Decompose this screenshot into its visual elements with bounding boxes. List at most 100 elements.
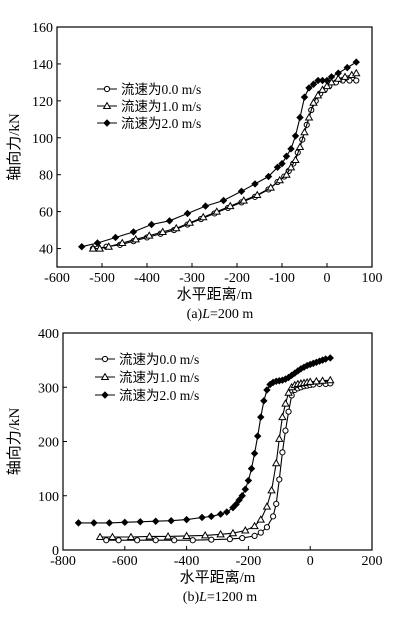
- data-point: [226, 536, 233, 543]
- x-tick-label: -400: [174, 554, 200, 569]
- data-point: [250, 449, 259, 458]
- legend-item: 流速为1.0 m/s: [97, 99, 201, 114]
- data-point: [326, 354, 334, 362]
- data-point: [90, 519, 98, 527]
- y-tick-label: 80: [39, 169, 53, 184]
- data-point: [182, 531, 191, 539]
- data-point: [300, 127, 309, 136]
- legend-label: 流速为0.0 m/s: [121, 82, 201, 97]
- data-point: [151, 517, 160, 525]
- series-triangle: [88, 68, 361, 252]
- legend-item: 流速为2.0 m/s: [97, 116, 201, 131]
- x-tick-label: 0: [307, 554, 314, 569]
- data-point: [262, 502, 272, 510]
- data-point: [103, 537, 110, 544]
- data-point: [323, 76, 331, 85]
- data-point: [267, 485, 276, 494]
- data-point: [282, 427, 289, 434]
- data-point: [93, 239, 102, 247]
- data-point: [263, 524, 271, 531]
- data-point: [275, 434, 284, 442]
- plot-frame: [56, 26, 373, 268]
- data-point: [185, 218, 195, 226]
- data-point: [74, 519, 83, 527]
- data-point: [313, 90, 323, 99]
- legend-marker: [103, 119, 111, 127]
- x-tick-label: -600: [112, 554, 138, 569]
- data-point: [241, 485, 250, 493]
- data-point: [282, 152, 291, 160]
- data-point: [163, 532, 173, 540]
- data-point: [111, 233, 120, 242]
- legend-marker: [102, 101, 112, 110]
- data-point: [264, 172, 273, 181]
- data-point: [287, 145, 295, 153]
- data-point: [251, 180, 259, 188]
- y-tick-label: 0: [52, 544, 59, 559]
- legend-marker: [101, 391, 109, 399]
- data-point: [353, 77, 360, 84]
- data-point: [252, 190, 262, 199]
- data-point: [312, 376, 321, 385]
- data-point: [145, 532, 154, 540]
- data-point: [235, 496, 243, 504]
- data-point: [327, 77, 336, 86]
- data-point: [253, 432, 262, 440]
- data-point: [263, 386, 271, 394]
- data-point: [147, 220, 156, 229]
- y-tick-label: 60: [39, 206, 53, 221]
- data-point: [183, 209, 192, 218]
- data-point: [278, 412, 287, 421]
- data-point: [238, 492, 246, 500]
- series-line: [100, 379, 331, 538]
- data-point: [260, 397, 268, 405]
- data-point: [291, 155, 300, 163]
- data-point: [165, 217, 174, 225]
- data-point: [216, 510, 225, 518]
- data-point: [232, 500, 240, 509]
- y-tick-label: 40: [39, 243, 53, 258]
- series-triangle: [95, 375, 335, 541]
- data-point: [207, 512, 216, 521]
- data-point: [343, 63, 351, 72]
- data-point: [296, 113, 304, 122]
- data-point: [208, 536, 215, 543]
- data-point: [198, 513, 206, 522]
- data-point: [171, 223, 181, 232]
- data-point: [327, 73, 336, 81]
- data-point: [95, 532, 105, 541]
- x-tick-label: -800: [50, 554, 76, 569]
- y-tick-label: 300: [38, 381, 59, 396]
- data-point: [273, 500, 280, 507]
- data-point: [216, 529, 225, 538]
- legend-label: 流速为1.0 m/s: [121, 99, 201, 114]
- series-line: [78, 357, 331, 524]
- x-tick-label: -300: [179, 271, 205, 286]
- x-tick-label: -200: [236, 554, 262, 569]
- chart-b: -800 -600 -400 -200 0 200 0 100 200 300 400 水平距离/m 轴…: [6, 327, 383, 586]
- y-tick-label: 100: [32, 132, 53, 147]
- legend-item: 流速为0.0 m/s: [95, 352, 199, 367]
- legend-item: 流速为0.0 m/s: [97, 82, 201, 97]
- y-tick-label: 140: [32, 58, 53, 73]
- data-point: [278, 159, 286, 168]
- data-point: [291, 132, 300, 140]
- data-point: [189, 537, 196, 544]
- series-diamond: [78, 58, 360, 251]
- data-point: [225, 201, 235, 210]
- data-point: [136, 518, 144, 526]
- data-point: [340, 72, 350, 80]
- y-tick-label: 200: [38, 436, 59, 451]
- x-tick-label: -400: [134, 271, 160, 286]
- legend-label: 流速为2.0 m/s: [119, 388, 199, 403]
- data-point: [244, 476, 253, 485]
- y-tick-label: 400: [38, 327, 59, 342]
- data-point: [305, 84, 313, 92]
- y-tick-label: 160: [32, 21, 53, 36]
- x-tick-label: -500: [89, 271, 115, 286]
- data-point: [318, 376, 327, 384]
- data-point: [108, 532, 117, 541]
- data-point: [273, 163, 282, 172]
- data-point: [134, 537, 141, 544]
